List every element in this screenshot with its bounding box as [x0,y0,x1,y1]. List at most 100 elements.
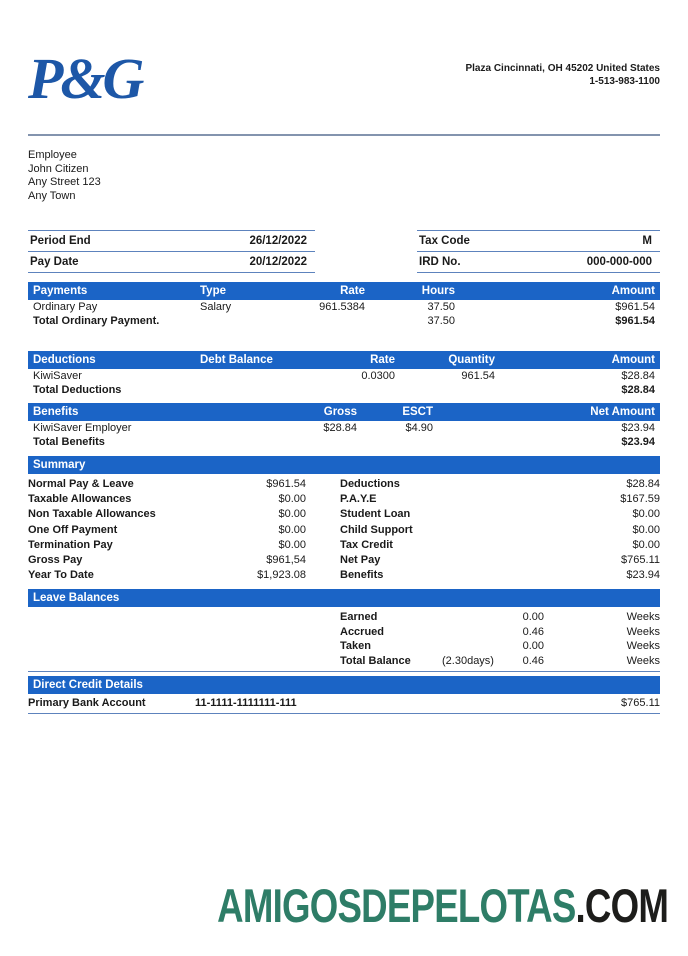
leave-value: 0.46 [522,625,544,638]
ird-no-value: 000-000-000 [586,256,652,268]
leave-value: 0.46 [522,654,544,667]
deductions-total-row: Total Deductions $28.84 [28,383,660,397]
direct-credit-row: Primary Bank Account 11-1111-1111111-111… [28,694,660,715]
summary-right-label: Benefits [340,569,384,582]
employee-name: John Citizen [28,162,89,175]
summary-left-value: $0.00 [278,508,306,521]
letterhead: P&G Plaza Cincinnati, OH 45202 United St… [28,0,660,108]
summary-left-value: $0.00 [278,523,306,536]
summary-row: Year To Date $1,923.08 Benefits $23.94 [28,568,660,583]
leave-unit: Weeks [626,654,660,667]
deductions-header-row: Deductions Debt Balance Rate Quantity Am… [28,351,660,369]
employee-heading: Employee [28,149,77,161]
benefits-header: Benefits [28,403,195,421]
watermark: AMIGOSDEPELOTAS.COM [217,879,669,932]
payments-header-row: Payments Type Rate Hours Amount [28,282,660,300]
deductions-header: Deductions [28,351,195,369]
pay-date-row: Pay Date 20/12/2022 [28,252,315,273]
benefits-header-row: Benefits Gross ESCT Net Amount [28,403,660,421]
benefit-name: KiwiSaver Employer [33,422,132,434]
employee-town: Any Town [28,189,76,202]
summary-right-value: $28.84 [626,478,660,490]
leave-note [442,639,504,654]
summary-left-label: Termination Pay [28,538,113,551]
leave-note [442,610,504,625]
summary-right-label: P.A.Y.E [340,493,377,506]
summary-row: Termination Pay $0.00 Tax Credit $0.00 [28,538,660,553]
summary-row: Normal Pay & Leave $961.54 Deductions $2… [28,477,660,492]
summary-row: Non Taxable Allowances $0.00 Student Loa… [28,507,660,522]
period-end-label: Period End [30,235,91,247]
summary-bar: Summary [28,456,660,474]
bank-account-label: Primary Bank Account [28,697,146,710]
summary-right-value: $0.00 [632,523,660,536]
company-address: Plaza Cincinnati, OH 45202 United States… [465,62,660,88]
deduction-rate: 0.0300 [361,370,395,382]
leave-unit: Weeks [626,611,660,624]
summary-left-label: One Off Payment [28,523,118,536]
deductions-row-kiwisaver: KiwiSaver 0.0300 961.54 $28.84 [28,369,660,383]
summary-right-label: Tax Credit [340,538,393,551]
tax-code-row: Tax Code M [417,231,660,252]
pay-date-value: 20/12/2022 [249,256,307,268]
benefit-esct: $4.90 [405,422,433,434]
leave-row-accrued: Accrued 0.46 Weeks [28,625,660,640]
pay-date-label: Pay Date [30,256,79,268]
deduction-name: KiwiSaver [33,370,82,382]
summary-left-value: $961,54 [266,554,306,567]
payment-rate: 961.5384 [319,301,365,313]
deduction-amount-header: Amount [500,351,660,369]
watermark-tld: .COM [575,879,668,932]
watermark-name: AMIGOSDEPELOTAS [217,879,576,932]
leave-label: Taken [340,640,371,653]
summary-right-label: Student Loan [340,508,411,521]
summary-right-value: $765.11 [621,554,660,567]
leave-balances-section: Earned 0.00 Weeks Accrued 0.46 Weeks Tak… [28,607,660,673]
employee-street: Any Street 123 [28,176,101,188]
debt-balance-header: Debt Balance [195,351,325,369]
summary-section: Normal Pay & Leave $961.54 Deductions $2… [28,474,660,583]
payments-total-row: Total Ordinary Payment. 37.50 $961.54 [28,314,660,328]
benefit-net-amount: $23.94 [621,422,655,434]
deduction-quantity: 961.54 [461,370,495,382]
pg-logo: P&G [28,46,144,111]
period-end-row: Period End 26/12/2022 [28,231,315,252]
tax-table: Tax Code M IRD No. 000-000-000 [417,230,660,273]
payment-type: Salary [200,301,232,313]
leave-label: Earned [340,611,378,624]
leave-row-earned: Earned 0.00 Weeks [28,610,660,625]
deduction-rate-header: Rate [325,351,400,369]
deductions-total-label: Total Deductions [33,384,122,396]
summary-left-value: $961.54 [266,478,306,490]
payments-total-hours: 37.50 [427,315,455,327]
summary-left-value: $0.00 [278,493,306,506]
leave-row-total-balance: Total Balance (2.30days) 0.46 Weeks [28,654,660,669]
benefit-gross: $28.84 [323,422,357,434]
company-phone: 1-513-983-1100 [589,76,660,87]
benefits-table: Benefits Gross ESCT Net Amount KiwiSaver… [28,403,660,449]
amount-header: Amount [460,282,660,300]
deductions-total-amount: $28.84 [621,384,655,396]
benefits-total-label: Total Benefits [33,436,105,448]
payment-hours: 37.50 [427,301,455,313]
payments-header: Payments [28,282,195,300]
leave-label: Total Balance [340,654,411,667]
payments-total-label: Total Ordinary Payment. [33,315,160,327]
summary-left-value: $0.00 [278,538,306,551]
leave-label: Accrued [340,625,385,638]
summary-right-value: $0.00 [632,508,660,521]
summary-left-label: Normal Pay & Leave [28,478,134,490]
summary-row: Gross Pay $961,54 Net Pay $765.11 [28,553,660,568]
summary-right-value: $23.94 [626,569,660,582]
summary-left-label: Non Taxable Allowances [28,508,156,521]
summary-right-label: Child Support [340,523,413,536]
gross-header: Gross [195,403,362,421]
benefits-total-row: Total Benefits $23.94 [28,435,660,449]
leave-value: 0.00 [522,640,544,653]
leave-balances-bar: Leave Balances [28,589,660,608]
summary-left-label: Year To Date [28,569,94,582]
deduction-debt-balance [195,369,325,383]
payment-amount: $961.54 [615,301,655,313]
tax-code-value: M [642,235,652,247]
